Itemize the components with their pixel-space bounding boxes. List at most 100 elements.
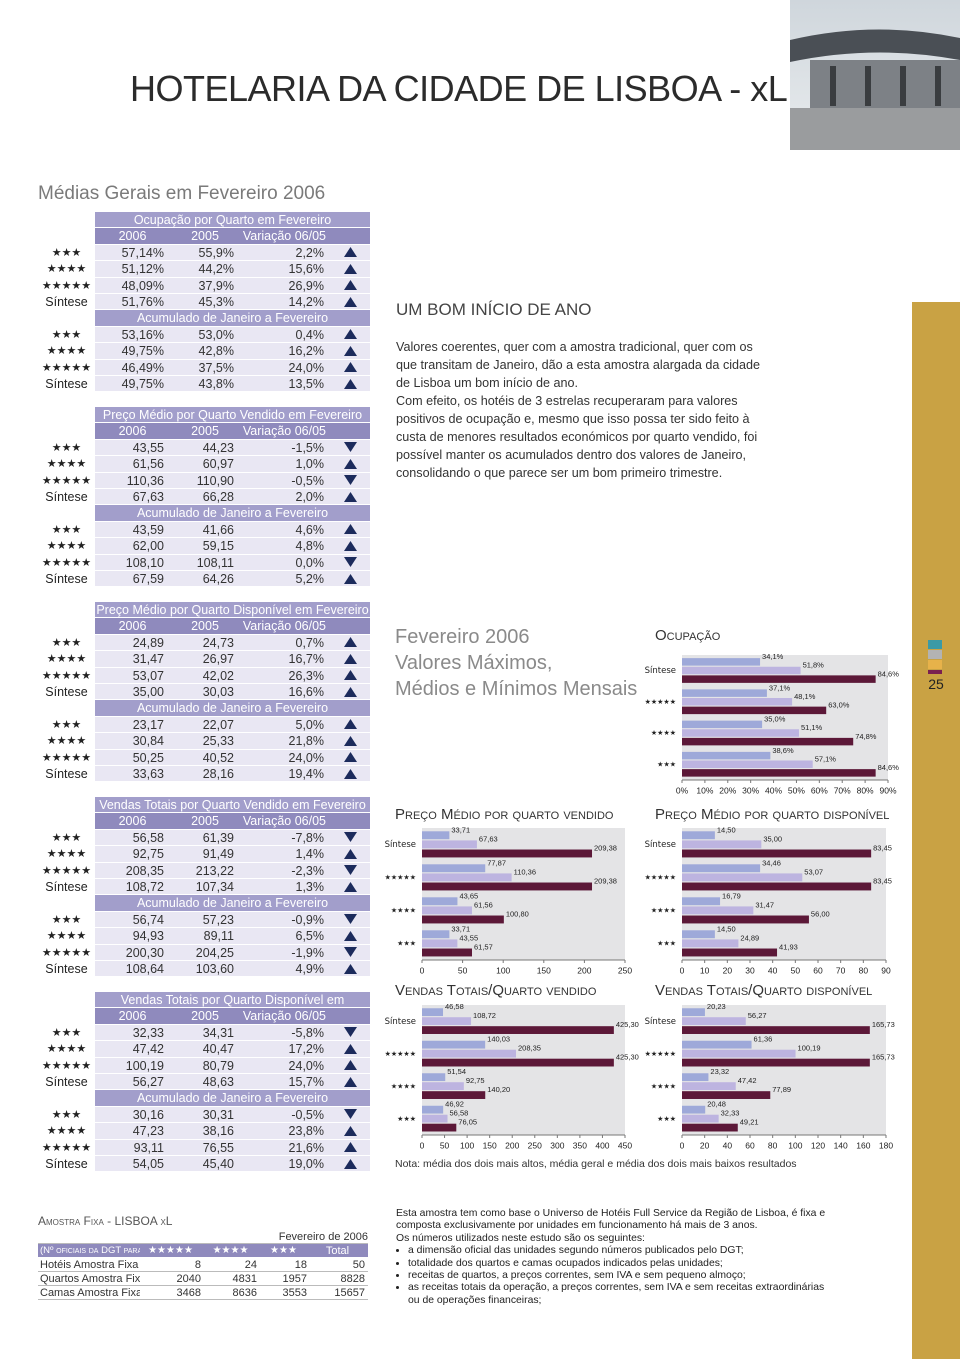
row-label: ★★★★ [46, 539, 87, 553]
category-label: Síntese [385, 1017, 416, 1027]
trend-arrow [343, 442, 357, 453]
data-label: 24,89 [740, 933, 759, 942]
table-row: ★★★ 24,89 24,73 0,7% [38, 634, 370, 652]
cell: 50 [352, 1259, 365, 1271]
cell: 25,33 [170, 733, 240, 750]
x-tick-label: 120 [811, 1140, 825, 1150]
trend-triangle [343, 963, 357, 974]
cell: 213,22 [170, 862, 240, 879]
row-label: ★★★★★ [41, 750, 92, 764]
trend-triangle [343, 1125, 357, 1136]
trend-arrow [343, 930, 357, 941]
bar [422, 1114, 448, 1123]
bar [682, 760, 813, 768]
category-label: ★★★ [657, 940, 676, 948]
data-label: 56,00 [811, 910, 830, 919]
row-label: ★★★ [51, 635, 82, 649]
data-label: 63,0% [828, 701, 850, 710]
cell: 208,35 [95, 862, 170, 879]
column-header: 2006 [95, 618, 170, 635]
footnote-item: receitas de quartos, a preços correntes,… [408, 1270, 836, 1282]
x-tick-label: 0 [680, 965, 685, 975]
bar [422, 939, 458, 948]
bar [682, 1123, 738, 1132]
row-label: ★★★★★ [41, 1140, 92, 1154]
row-label: ★★★★ [46, 734, 87, 748]
column-header: 2005 [170, 423, 240, 440]
cell: 46,49% [95, 359, 170, 376]
data-label: 49,21 [740, 1118, 759, 1127]
cell: 93,11 [95, 1139, 170, 1156]
trend-triangle [343, 247, 357, 258]
cell: 26,97 [170, 651, 240, 668]
trend-triangle [343, 491, 357, 502]
cell: 2040 [176, 1273, 201, 1285]
x-tick-label: 0 [420, 1140, 425, 1150]
table-header: 2006 2005 Variação 06/05 [38, 1008, 370, 1025]
cell: 18 [294, 1259, 307, 1271]
trend-triangle [343, 768, 357, 779]
color-key [928, 660, 942, 669]
table-row: ★★★ 53,16% 53,0% 0,4% [38, 326, 370, 344]
trend-triangle [343, 881, 357, 892]
x-tick-label: 40% [765, 785, 782, 795]
data-label: 14,50 [717, 924, 736, 933]
cell: 53,0% [170, 326, 240, 344]
column-header: ★★★ [270, 1245, 297, 1256]
row-label: ★★★★ [46, 929, 87, 943]
cell: 92,75 [95, 846, 170, 863]
cell: 49,75% [95, 375, 170, 393]
cell: 24 [244, 1259, 257, 1271]
trend-triangle [343, 458, 357, 469]
data-label: 56,58 [450, 1109, 469, 1118]
bar [422, 1026, 614, 1034]
column-header: ★★★★★ [148, 1245, 193, 1256]
cell: 32,33 [95, 1024, 170, 1042]
bar [682, 840, 762, 849]
cell: 19,4% [240, 765, 330, 783]
table-row: ★★★★★ 108,10 108,11 0,0% [38, 554, 370, 571]
trend-triangle [343, 719, 357, 730]
blank [330, 228, 370, 245]
cumulative-title: Acumulado de Janeiro a Fevereiro [95, 895, 370, 912]
footnote-item: as receitas totais da operação, a preços… [408, 1282, 836, 1307]
cell: 16,2% [240, 343, 330, 360]
article-body: Valores coerentes, quer com a amostra tr… [396, 338, 766, 482]
trend-arrow [343, 524, 357, 535]
trend-arrow [343, 362, 357, 373]
x-tick-label: 90% [879, 785, 896, 795]
table-row: ★★★★ 92,75 91,49 1,4% [38, 846, 370, 863]
bar [422, 1091, 486, 1099]
trend-cell [330, 293, 370, 311]
x-tick-label: 0 [680, 1140, 685, 1150]
trend-cell [330, 375, 370, 393]
trend-arrow [343, 557, 357, 568]
footnote-text: Esta amostra tem como base o Universo de… [396, 1208, 826, 1232]
cell: 40,52 [170, 749, 240, 766]
x-tick-label: 100 [460, 1140, 474, 1150]
cell: 0,0% [240, 554, 330, 571]
cell: 48,63 [170, 1073, 240, 1091]
cell: 35,00 [95, 683, 170, 701]
bar [682, 698, 793, 706]
bar [682, 706, 827, 715]
cell: 23,8% [240, 1123, 330, 1140]
bar [682, 1008, 705, 1017]
table-header: 2006 2005 Variação 06/05 [38, 813, 370, 830]
cell: 43,59 [95, 521, 170, 539]
blank [330, 618, 370, 635]
chart-title: Vendas Totais/Quarto disponível [655, 982, 872, 999]
column-header: Variação 06/05 [240, 423, 330, 440]
cell: 26,3% [240, 667, 330, 684]
trend-triangle [343, 670, 357, 681]
cumulative-title: Acumulado de Janeiro a Fevereiro [95, 505, 370, 522]
sample-table: Fevereiro de 2006 (Nº oficiais da DGT pa… [38, 1230, 368, 1300]
cell: 56,27 [95, 1073, 170, 1091]
trend-triangle [343, 329, 357, 340]
trend-cell [330, 716, 370, 734]
trend-arrow [343, 540, 357, 551]
x-tick-label: 200 [577, 965, 591, 975]
sample-header: (Nº oficiais da DGT para o ano)★★★★★★★★★… [38, 1244, 368, 1258]
cell: 61,56 [95, 456, 170, 473]
